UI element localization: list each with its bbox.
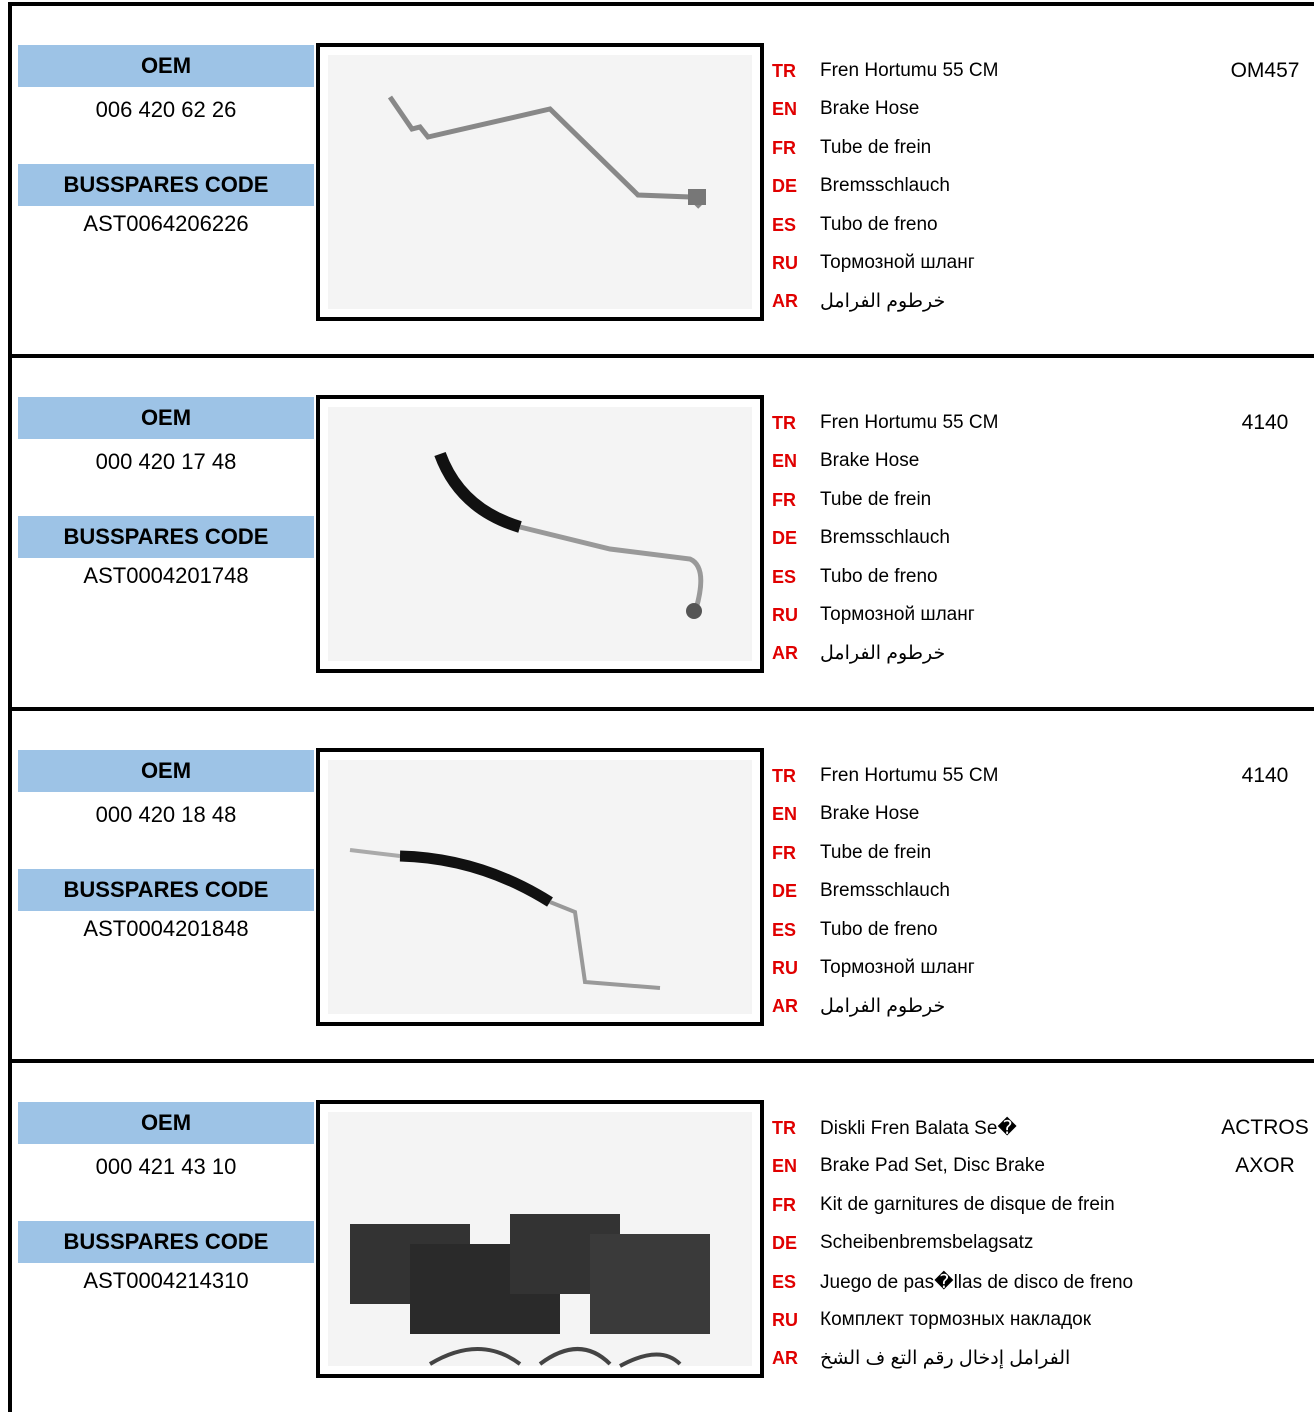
row-divider [8,354,1314,358]
language-code: FR [772,842,796,863]
product-drawing [328,760,752,1014]
language-code: AR [772,291,798,312]
description: Tubo de freno [820,918,938,940]
description: Fren Hortumu 55 CM [820,60,999,81]
product-image [316,748,764,1026]
language-code: RU [772,1310,798,1330]
model: ACTROS [1221,1116,1309,1139]
busspares-code: AST0004201848 [83,916,249,941]
description: Brake Hose [820,98,920,120]
language-code: DE [772,1233,798,1254]
code-label: BUSSPARES CODE [18,164,314,206]
language-code: TR [772,61,796,81]
description: خرطوم الفرامل [820,643,946,665]
description: Bremsschlauch [820,880,950,902]
oem-label: OEM [18,45,314,87]
description: الفرامل إدخال رقم التع ف الشخ [820,1348,1071,1370]
language-code: ES [772,1271,797,1292]
description: Brake Hose [820,803,920,825]
description: Juego de pas�llas de disco de freno [820,1271,1134,1293]
description: Diskli Fren Balata Se� [820,1118,1017,1139]
description: Scheibenbremsbelagsatz [820,1232,1034,1254]
description: Tube de frein [820,136,932,158]
language-code: EN [772,99,798,120]
product-image [316,1100,764,1378]
product-image [316,43,764,321]
model: AXOR [1235,1154,1295,1177]
oem-number: 000 420 17 48 [95,449,237,474]
busspares-code: AST0064206226 [83,211,249,236]
language-code: TR [772,413,796,433]
description: Brake Hose [820,450,920,472]
language-code: EN [772,804,798,825]
model: 4140 [1241,764,1289,787]
code-label: BUSSPARES CODE [18,516,314,558]
model: OM457 [1230,59,1300,82]
product-drawing [328,55,752,309]
language-code: DE [772,528,798,549]
description: Kit de garnitures de disque de frein [820,1193,1115,1215]
description: Bremsschlauch [820,175,950,197]
description: Комплект тормозных накладок [820,1309,1092,1330]
description: Тормозной шланг [820,252,975,273]
language-code: ES [772,566,797,587]
language-code: FR [772,1194,796,1215]
description: Tubo de freno [820,565,938,587]
language-code: DE [772,881,798,902]
description: Тормозной шланг [820,604,975,625]
row-divider [8,2,1314,6]
language-code: RU [772,958,798,978]
oem-number: 000 421 43 10 [95,1154,237,1179]
description: خرطوم الفرامل [820,996,946,1018]
description: Tube de frein [820,488,932,510]
language-code: ES [772,214,797,235]
code-label: BUSSPARES CODE [18,869,314,911]
language-code: AR [772,996,798,1017]
description: Тормозной шланг [820,957,975,978]
description: Bremsschlauch [820,527,950,549]
description: Fren Hortumu 55 CM [820,412,999,433]
language-code: RU [772,605,798,625]
product-drawing [328,1112,752,1368]
product-drawing [328,407,752,661]
oem-label: OEM [18,397,314,439]
language-code: DE [772,176,798,197]
model: 4140 [1241,411,1289,434]
oem-label: OEM [18,1102,314,1144]
description: خرطوم الفرامل [820,291,946,313]
oem-number: 000 420 18 48 [95,802,237,827]
language-code: FR [772,489,796,510]
language-code: ES [772,919,797,940]
language-code: EN [772,451,798,472]
language-code: TR [772,1118,796,1138]
language-code: AR [772,1348,798,1369]
oem-label: OEM [18,750,314,792]
oem-number: 006 420 62 26 [95,97,237,122]
language-code: AR [772,643,798,664]
description: Brake Pad Set, Disc Brake [820,1155,1045,1177]
description: Tube de frein [820,841,932,863]
language-code: FR [772,137,796,158]
description: Fren Hortumu 55 CM [820,765,999,786]
busspares-code: AST0004201748 [83,563,249,588]
row-divider [8,1059,1314,1063]
product-image [316,395,764,673]
busspares-code: AST0004214310 [83,1268,249,1293]
code-label: BUSSPARES CODE [18,1221,314,1263]
row-divider [8,707,1314,711]
language-code: EN [772,1156,798,1177]
language-code: RU [772,253,798,273]
description: Tubo de freno [820,213,938,235]
language-code: TR [772,766,796,786]
